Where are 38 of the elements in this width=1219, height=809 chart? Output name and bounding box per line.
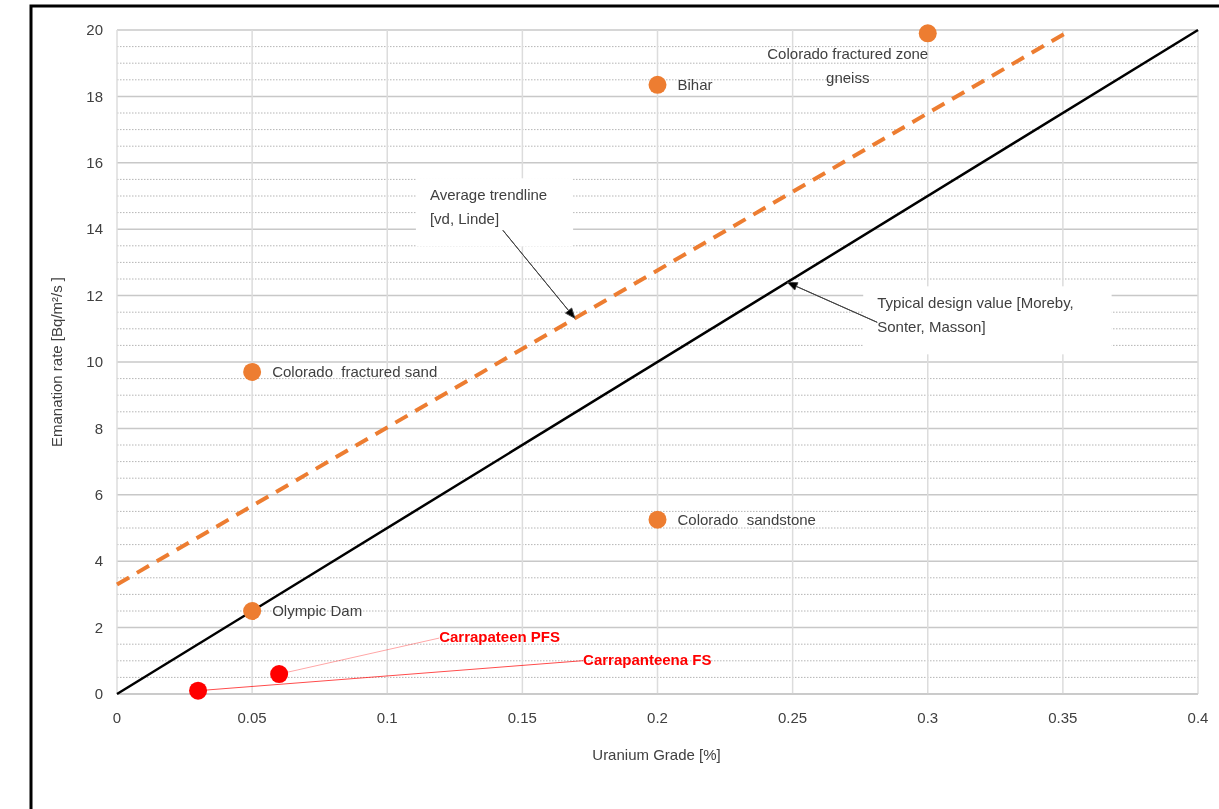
x-tick-label: 0.2 bbox=[647, 709, 668, 726]
y-tick-label: 14 bbox=[86, 220, 103, 238]
x-tick-label: 0.4 bbox=[1187, 709, 1209, 726]
y-tick-label: 16 bbox=[86, 154, 103, 172]
x-tick-label: 0.25 bbox=[778, 709, 808, 726]
point bbox=[918, 24, 937, 43]
x-axis-title: Uranium Grade [%] bbox=[592, 746, 721, 763]
point bbox=[648, 75, 667, 94]
x-tick-label: 0.3 bbox=[917, 709, 939, 726]
text: Carrapanteena FS bbox=[583, 650, 712, 668]
point bbox=[243, 362, 262, 381]
y-tick-label: 18 bbox=[86, 87, 103, 105]
annotation: Colorado sandstone bbox=[677, 510, 816, 528]
point bbox=[648, 510, 667, 529]
annotation: Olympic Dam bbox=[272, 602, 363, 619]
y-tick-label: 8 bbox=[94, 419, 103, 437]
x-tick-label: 0.15 bbox=[507, 709, 537, 726]
y-tick-label: 20 bbox=[86, 21, 103, 39]
x-tick-label: 0.05 bbox=[237, 709, 267, 726]
annotation: Bihar bbox=[677, 75, 713, 93]
y-tick-label: 0 bbox=[94, 685, 103, 703]
y-tick-label: 12 bbox=[86, 286, 103, 304]
point bbox=[189, 681, 208, 700]
text: Carrapateen PFS bbox=[439, 628, 561, 646]
annotation: Typical design value [Moreby, Sonter, Masson] bbox=[877, 294, 1074, 336]
x-tick-label: 0 bbox=[112, 709, 122, 726]
y-tick-label: 4 bbox=[94, 552, 103, 570]
x-tick-label: 0.1 bbox=[376, 709, 398, 726]
point bbox=[270, 665, 289, 684]
annotation: Average trendline [vd, Linde] bbox=[429, 186, 548, 228]
y-tick-label: 6 bbox=[94, 486, 103, 504]
y-axis-title: Emanation rate [Bq/m²/s ] bbox=[48, 276, 65, 448]
point bbox=[243, 602, 262, 620]
x-tick-label: 0.35 bbox=[1048, 709, 1078, 726]
y-tick-label: 2 bbox=[94, 618, 103, 636]
y-tick-label: 10 bbox=[86, 353, 103, 371]
annotation: Colorado fractured sand bbox=[272, 362, 438, 380]
annotation: Colorado fractured zone gneiss bbox=[767, 45, 929, 87]
